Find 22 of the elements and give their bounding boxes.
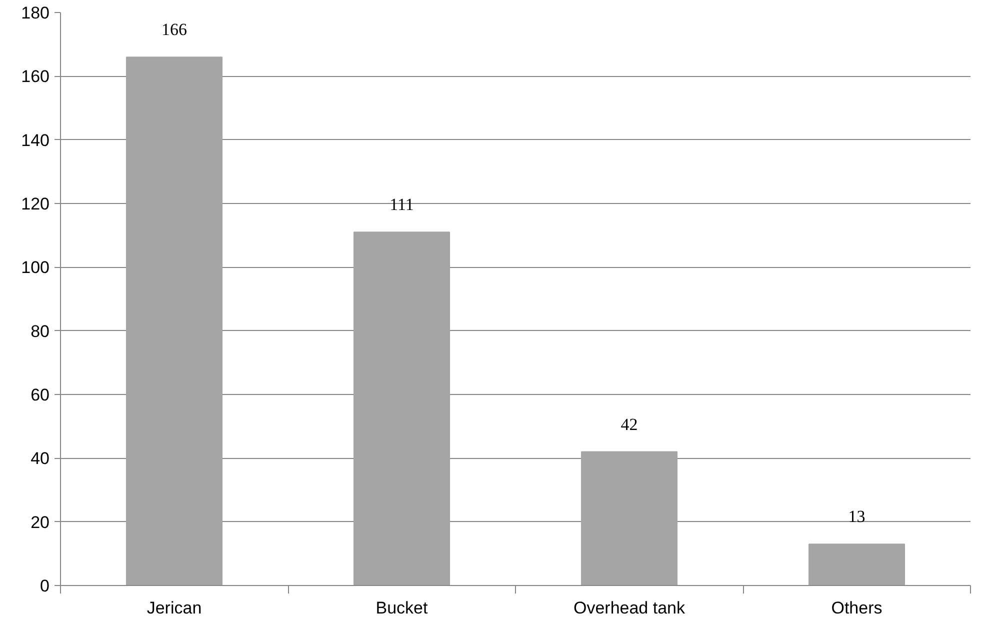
y-tick-label: 180 [21, 4, 50, 22]
y-tick-label: 80 [30, 322, 50, 341]
y-tick-label: 120 [21, 194, 50, 214]
bar [126, 56, 223, 586]
x-tick-label: Others [831, 598, 882, 618]
data-label: 111 [390, 195, 414, 214]
x-tick-label: Bucket [376, 598, 428, 618]
y-tick-label: 60 [30, 386, 50, 404]
x-tick-label: Overhead tank [573, 598, 686, 618]
data-label: 166 [162, 20, 187, 40]
bar [808, 544, 906, 586]
bar [353, 232, 450, 586]
data-label: 42 [620, 414, 638, 434]
y-tick-label: 20 [30, 512, 50, 532]
y-tick-label: 100 [21, 258, 50, 278]
x-tick-label: Jerican [146, 598, 202, 618]
y-tick-label: 160 [21, 67, 50, 86]
y-tick-label: 40 [30, 449, 50, 468]
y-tick-label: 0 [40, 576, 50, 596]
data-label: 13 [848, 507, 866, 526]
y-tick-label: 140 [21, 130, 50, 150]
bar [580, 451, 678, 586]
